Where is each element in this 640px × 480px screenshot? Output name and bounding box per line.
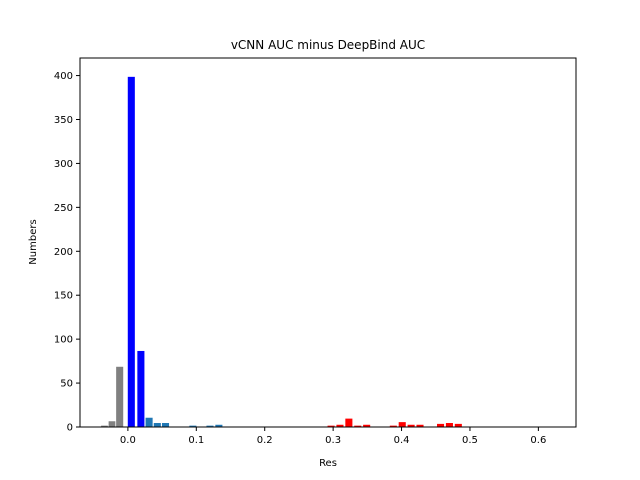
y-tick-label: 300	[54, 159, 73, 170]
y-axis-label: Numbers	[28, 219, 39, 264]
bar	[397, 421, 407, 428]
x-tick-label: 0.5	[462, 435, 478, 446]
y-tick-label: 350	[54, 115, 73, 126]
bar	[136, 350, 146, 428]
bar	[436, 423, 445, 428]
x-axis: 0.0 0.1 0.2 0.3 0.4 0.5 0.6	[120, 427, 546, 446]
x-tick-label: 0.4	[394, 435, 410, 446]
x-tick-label: 0.2	[257, 435, 273, 446]
bars-layer	[92, 76, 472, 428]
y-tick-label: 50	[60, 379, 73, 390]
y-tick-label: 0	[67, 423, 73, 434]
bar	[152, 422, 162, 428]
y-tick-label: 200	[54, 247, 73, 258]
x-axis-label: Res	[319, 458, 337, 469]
bar	[344, 417, 354, 428]
bar	[445, 422, 454, 428]
y-tick-label: 100	[54, 335, 73, 346]
x-tick-label: 0.1	[188, 435, 204, 446]
bar	[144, 416, 154, 428]
x-tick-label: 0.6	[530, 435, 546, 446]
bar	[115, 365, 125, 428]
bar	[107, 420, 117, 428]
y-tick-label: 250	[54, 203, 73, 214]
y-tick-label: 400	[54, 71, 73, 82]
x-tick-label: 0.3	[325, 435, 341, 446]
y-tick-label: 150	[54, 291, 73, 302]
bar	[126, 76, 136, 428]
bar	[453, 423, 463, 428]
bar	[161, 422, 170, 428]
x-tick-label: 0.0	[120, 435, 136, 446]
y-axis: 0 50 100 150 200 250 300 350 400	[54, 71, 80, 434]
chart-title: vCNN AUC minus DeepBind AUC	[231, 38, 425, 52]
plot-frame	[79, 57, 577, 428]
